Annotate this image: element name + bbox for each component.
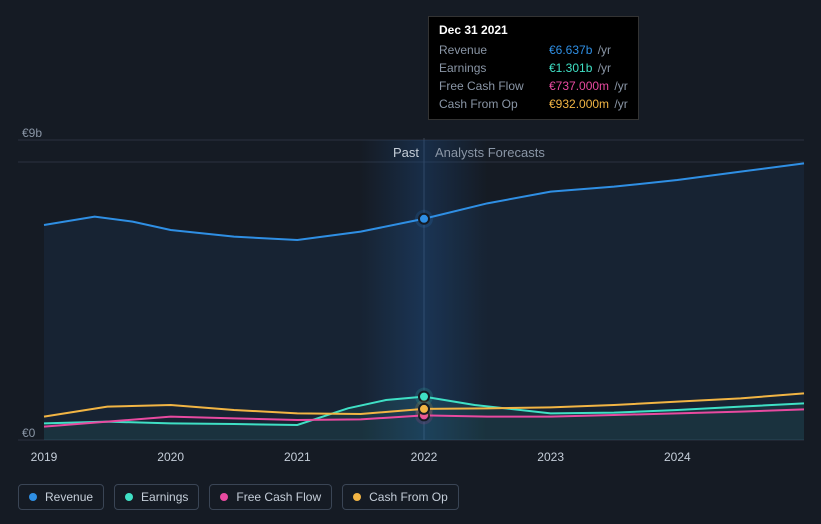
tooltip-row-label: Revenue — [439, 41, 537, 59]
tooltip-row: Earnings €1.301b /yr — [439, 59, 628, 77]
legend-label: Cash From Op — [369, 490, 448, 504]
legend-dot-icon — [29, 493, 37, 501]
x-tick-label: 2022 — [411, 450, 438, 464]
legend-item-fcf[interactable]: Free Cash Flow — [209, 484, 332, 510]
x-tick-label: 2019 — [31, 450, 58, 464]
x-tick-label: 2021 — [284, 450, 311, 464]
tooltip-row: Free Cash Flow €737.000m /yr — [439, 77, 628, 95]
hover-tooltip: Dec 31 2021 Revenue €6.637b /yr Earnings €1… — [428, 16, 639, 120]
tooltip-row-value: €932.000m — [549, 97, 609, 111]
legend-label: Free Cash Flow — [236, 490, 321, 504]
legend-item-earnings[interactable]: Earnings — [114, 484, 199, 510]
legend-dot-icon — [353, 493, 361, 501]
hover-point-revenue — [419, 214, 429, 224]
legend-dot-icon — [125, 493, 133, 501]
x-tick-label: 2024 — [664, 450, 691, 464]
financials-chart: €0 €9b Past Analysts Forecasts 2019 2020 20… — [0, 0, 821, 524]
tooltip-date: Dec 31 2021 — [439, 23, 628, 37]
section-label-past: Past — [393, 145, 419, 160]
y-tick-label: €9b — [22, 126, 42, 140]
tooltip-row-unit: /yr — [611, 97, 628, 111]
x-tick-label: 2020 — [157, 450, 184, 464]
x-tick-label: 2023 — [537, 450, 564, 464]
legend-item-cfo[interactable]: Cash From Op — [342, 484, 459, 510]
legend-label: Earnings — [141, 490, 188, 504]
tooltip-row-label: Free Cash Flow — [439, 77, 537, 95]
tooltip-row: Cash From Op €932.000m /yr — [439, 95, 628, 113]
y-tick-label: €0 — [22, 426, 35, 440]
tooltip-row-label: Earnings — [439, 59, 537, 77]
tooltip-row-value: €6.637b — [549, 43, 592, 57]
tooltip-row-unit: /yr — [594, 43, 611, 57]
plot-area[interactable] — [0, 0, 821, 480]
tooltip-row-unit: /yr — [611, 79, 628, 93]
tooltip-row: Revenue €6.637b /yr — [439, 41, 628, 59]
legend-label: Revenue — [45, 490, 93, 504]
tooltip-row-value: €737.000m — [549, 79, 609, 93]
section-label-forecast: Analysts Forecasts — [435, 145, 545, 160]
legend-item-revenue[interactable]: Revenue — [18, 484, 104, 510]
tooltip-row-unit: /yr — [594, 61, 611, 75]
tooltip-row-label: Cash From Op — [439, 95, 537, 113]
legend-dot-icon — [220, 493, 228, 501]
hover-point-cfo — [419, 404, 429, 414]
legend: Revenue Earnings Free Cash Flow Cash From O… — [18, 484, 459, 510]
tooltip-row-value: €1.301b — [549, 61, 592, 75]
